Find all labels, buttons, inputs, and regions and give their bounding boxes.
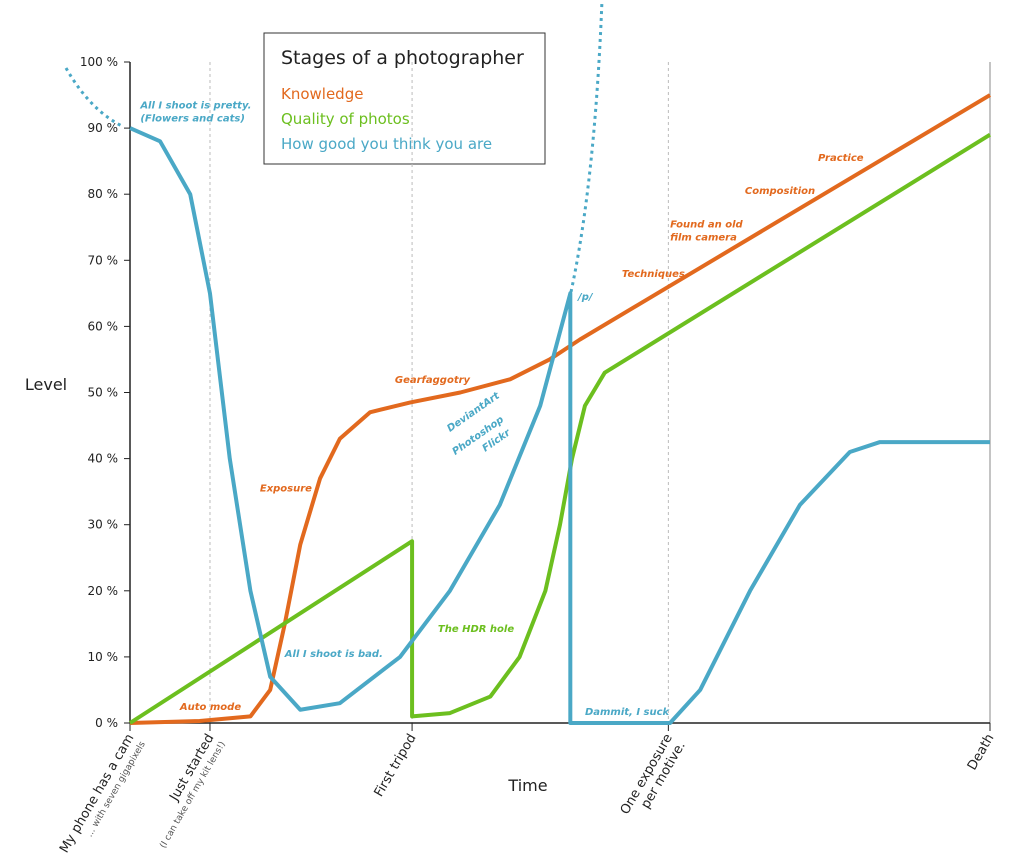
annotation-text: Dammit, I suck — [585, 707, 671, 718]
legend-entry: How good you think you are — [281, 135, 492, 153]
y-tick-label: 0 % — [95, 716, 118, 730]
annotation-text: Gearfaggotry — [395, 375, 471, 386]
legend-entry: Quality of photos — [281, 110, 410, 128]
annotation: All I shoot is pretty. (Flowers and cats) — [139, 100, 251, 124]
x-tick-label: First tripod — [372, 732, 420, 800]
annotation: Composition — [745, 186, 815, 197]
dotted-extension — [569, 0, 604, 293]
legend-entry: Knowledge — [281, 85, 363, 103]
x-tick-label-group: First tripod — [372, 732, 420, 800]
annotation: The HDR hole — [438, 624, 514, 635]
y-tick-label: 70 % — [88, 253, 119, 267]
annotation: Auto mode — [179, 702, 241, 713]
x-tick-label-group: Just started(I can take off my kit lens!… — [158, 732, 227, 851]
y-tick-label: 60 % — [88, 319, 119, 333]
y-tick-label: 30 % — [88, 518, 119, 532]
annotation-text: All I shoot is bad. — [284, 649, 383, 660]
annotation-text: All I shoot is pretty. — [139, 100, 251, 111]
annotation: Found an old film camera — [670, 219, 743, 243]
line-series — [128, 133, 992, 725]
annotation: All I shoot is bad. — [284, 649, 383, 660]
y-tick-label: 100 % — [80, 55, 118, 69]
y-tick-label: 20 % — [88, 584, 119, 598]
annotation: Practice — [818, 153, 864, 164]
line-series — [129, 93, 992, 725]
line-series — [129, 126, 990, 725]
annotation: Techniques — [622, 269, 685, 280]
y-axis-label: Level — [25, 375, 67, 394]
annotation-text: Techniques — [622, 269, 685, 280]
y-tick-label: 40 % — [88, 452, 119, 466]
x-tick-label-group: Death — [965, 732, 998, 774]
annotation-text: Auto mode — [179, 702, 241, 713]
dotted-extension — [64, 67, 123, 128]
annotation-text: (Flowers and cats) — [140, 113, 245, 124]
y-tick-label: 80 % — [88, 187, 119, 201]
annotation: /p/ — [577, 292, 594, 303]
x-tick-label-group: My phone has a cam... with seven gigapix… — [57, 732, 148, 856]
annotation: Dammit, I suck — [585, 707, 671, 718]
y-tick-label: 10 % — [88, 650, 119, 664]
annotation: Gearfaggotry — [395, 375, 471, 386]
x-tick-label: My phone has a cam — [57, 732, 137, 856]
annotation-text: /p/ — [577, 292, 594, 303]
y-tick-label: 90 % — [88, 121, 119, 135]
legend-title: Stages of a photographer — [281, 47, 524, 69]
annotation-text: The HDR hole — [438, 624, 514, 635]
y-tick-label: 50 % — [88, 386, 119, 400]
annotation-text: Composition — [745, 186, 815, 197]
legend-box — [263, 32, 546, 165]
x-tick-label: Death — [965, 732, 998, 774]
annotation: Exposure — [260, 484, 312, 495]
x-axis-label: Time — [507, 776, 547, 795]
annotation-text: film camera — [670, 232, 737, 243]
annotation-text: Found an old — [670, 219, 743, 230]
annotation-text: Practice — [818, 153, 864, 164]
annotation-text: Exposure — [260, 484, 312, 495]
